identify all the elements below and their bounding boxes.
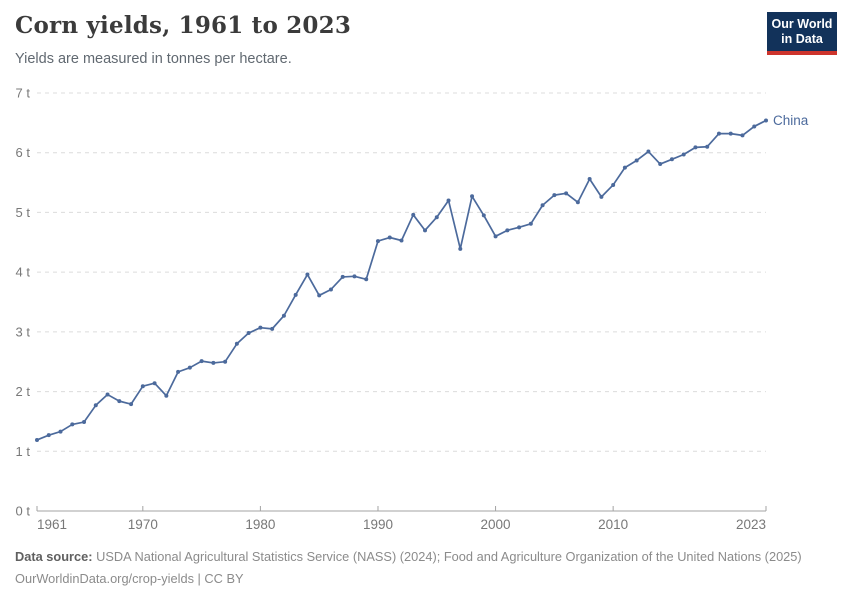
data-point [317, 293, 322, 298]
data-source-label: Data source: [15, 549, 93, 564]
data-point [140, 384, 145, 389]
data-point [223, 359, 228, 364]
data-point [481, 213, 486, 218]
owid-logo[interactable]: Our World in Data [767, 12, 837, 55]
data-point [517, 225, 522, 230]
data-point [375, 239, 380, 244]
data-point [129, 402, 134, 407]
x-tick-label: 1990 [363, 517, 393, 532]
data-point [611, 182, 616, 187]
data-point [728, 131, 733, 136]
data-point [446, 198, 451, 203]
data-point [669, 157, 674, 162]
data-point [423, 228, 428, 233]
data-source-line: Data source: USDA National Agricultural … [15, 546, 835, 568]
data-point [93, 403, 98, 408]
data-point [740, 133, 745, 138]
data-point [599, 194, 604, 199]
data-point [246, 331, 251, 336]
data-point [658, 162, 663, 167]
data-point [152, 381, 157, 386]
data-point [646, 149, 651, 154]
data-point [493, 234, 498, 239]
data-point [58, 429, 63, 434]
data-point [164, 393, 169, 398]
data-point [564, 191, 569, 196]
data-point [35, 437, 39, 442]
line-chart-svg: 0 t 1 t 2 t 3 t 4 t 5 t 6 t 7 t 1961 1970 1980 1990… [16, 86, 809, 533]
data-point [575, 200, 580, 205]
series-label-china: China [773, 113, 809, 128]
data-point [752, 124, 757, 129]
data-point [305, 272, 310, 277]
data-point [187, 365, 192, 370]
y-tick-label: 5 t [16, 205, 31, 220]
logo-line1: Our World [771, 17, 833, 31]
y-tick-label: 4 t [16, 265, 31, 280]
x-tick-label: 2010 [598, 517, 628, 532]
data-point [552, 193, 557, 198]
data-point [211, 360, 216, 365]
data-point [622, 165, 627, 170]
data-point [458, 246, 463, 251]
data-point [281, 313, 286, 318]
data-point [705, 144, 710, 149]
data-point [693, 145, 698, 150]
data-point [340, 274, 345, 279]
y-tick-label: 6 t [16, 145, 31, 160]
logo-line2: in Data [781, 32, 823, 46]
x-tick-label: 2023 [736, 517, 766, 532]
data-point [634, 158, 639, 163]
license-line: OurWorldinData.org/crop-yields | CC BY [15, 571, 244, 586]
data-point [234, 341, 239, 346]
data-point [587, 176, 592, 181]
chart-footer: Data source: USDA National Agricultural … [15, 546, 835, 590]
data-point [46, 433, 51, 438]
chart-subtitle: Yields are measured in tonnes per hectar… [15, 51, 292, 67]
x-tick-label: 1970 [128, 517, 158, 532]
data-point [270, 326, 275, 331]
data-point [470, 194, 475, 199]
data-point [176, 369, 181, 374]
data-point [328, 287, 333, 292]
x-tick-label: 2000 [481, 517, 511, 532]
data-point [716, 131, 721, 136]
data-point [364, 277, 369, 282]
data-point [82, 420, 87, 425]
data-point [399, 238, 404, 243]
data-point [199, 359, 204, 364]
data-point [681, 152, 686, 157]
y-tick-label: 7 t [16, 86, 31, 101]
data-point [293, 292, 298, 297]
y-tick-label: 1 t [16, 444, 31, 459]
data-point [117, 399, 122, 404]
data-point [105, 392, 110, 397]
x-tick-label: 1961 [37, 517, 67, 532]
x-tick-label: 1980 [245, 517, 275, 532]
data-point [387, 235, 392, 240]
y-tick-label: 0 t [16, 504, 31, 519]
data-point [258, 325, 263, 330]
data-point [411, 212, 416, 217]
data-point [540, 203, 545, 208]
data-point [528, 221, 533, 226]
data-point [764, 118, 768, 123]
page-title: Corn yields, 1961 to 2023 [15, 12, 352, 39]
data-source-text: USDA National Agricultural Statistics Se… [92, 549, 802, 564]
y-tick-label: 2 t [16, 384, 31, 399]
data-point [434, 215, 439, 220]
y-tick-label: 3 t [16, 324, 31, 339]
data-point [505, 228, 510, 233]
data-point [352, 274, 357, 279]
data-point [70, 422, 75, 427]
